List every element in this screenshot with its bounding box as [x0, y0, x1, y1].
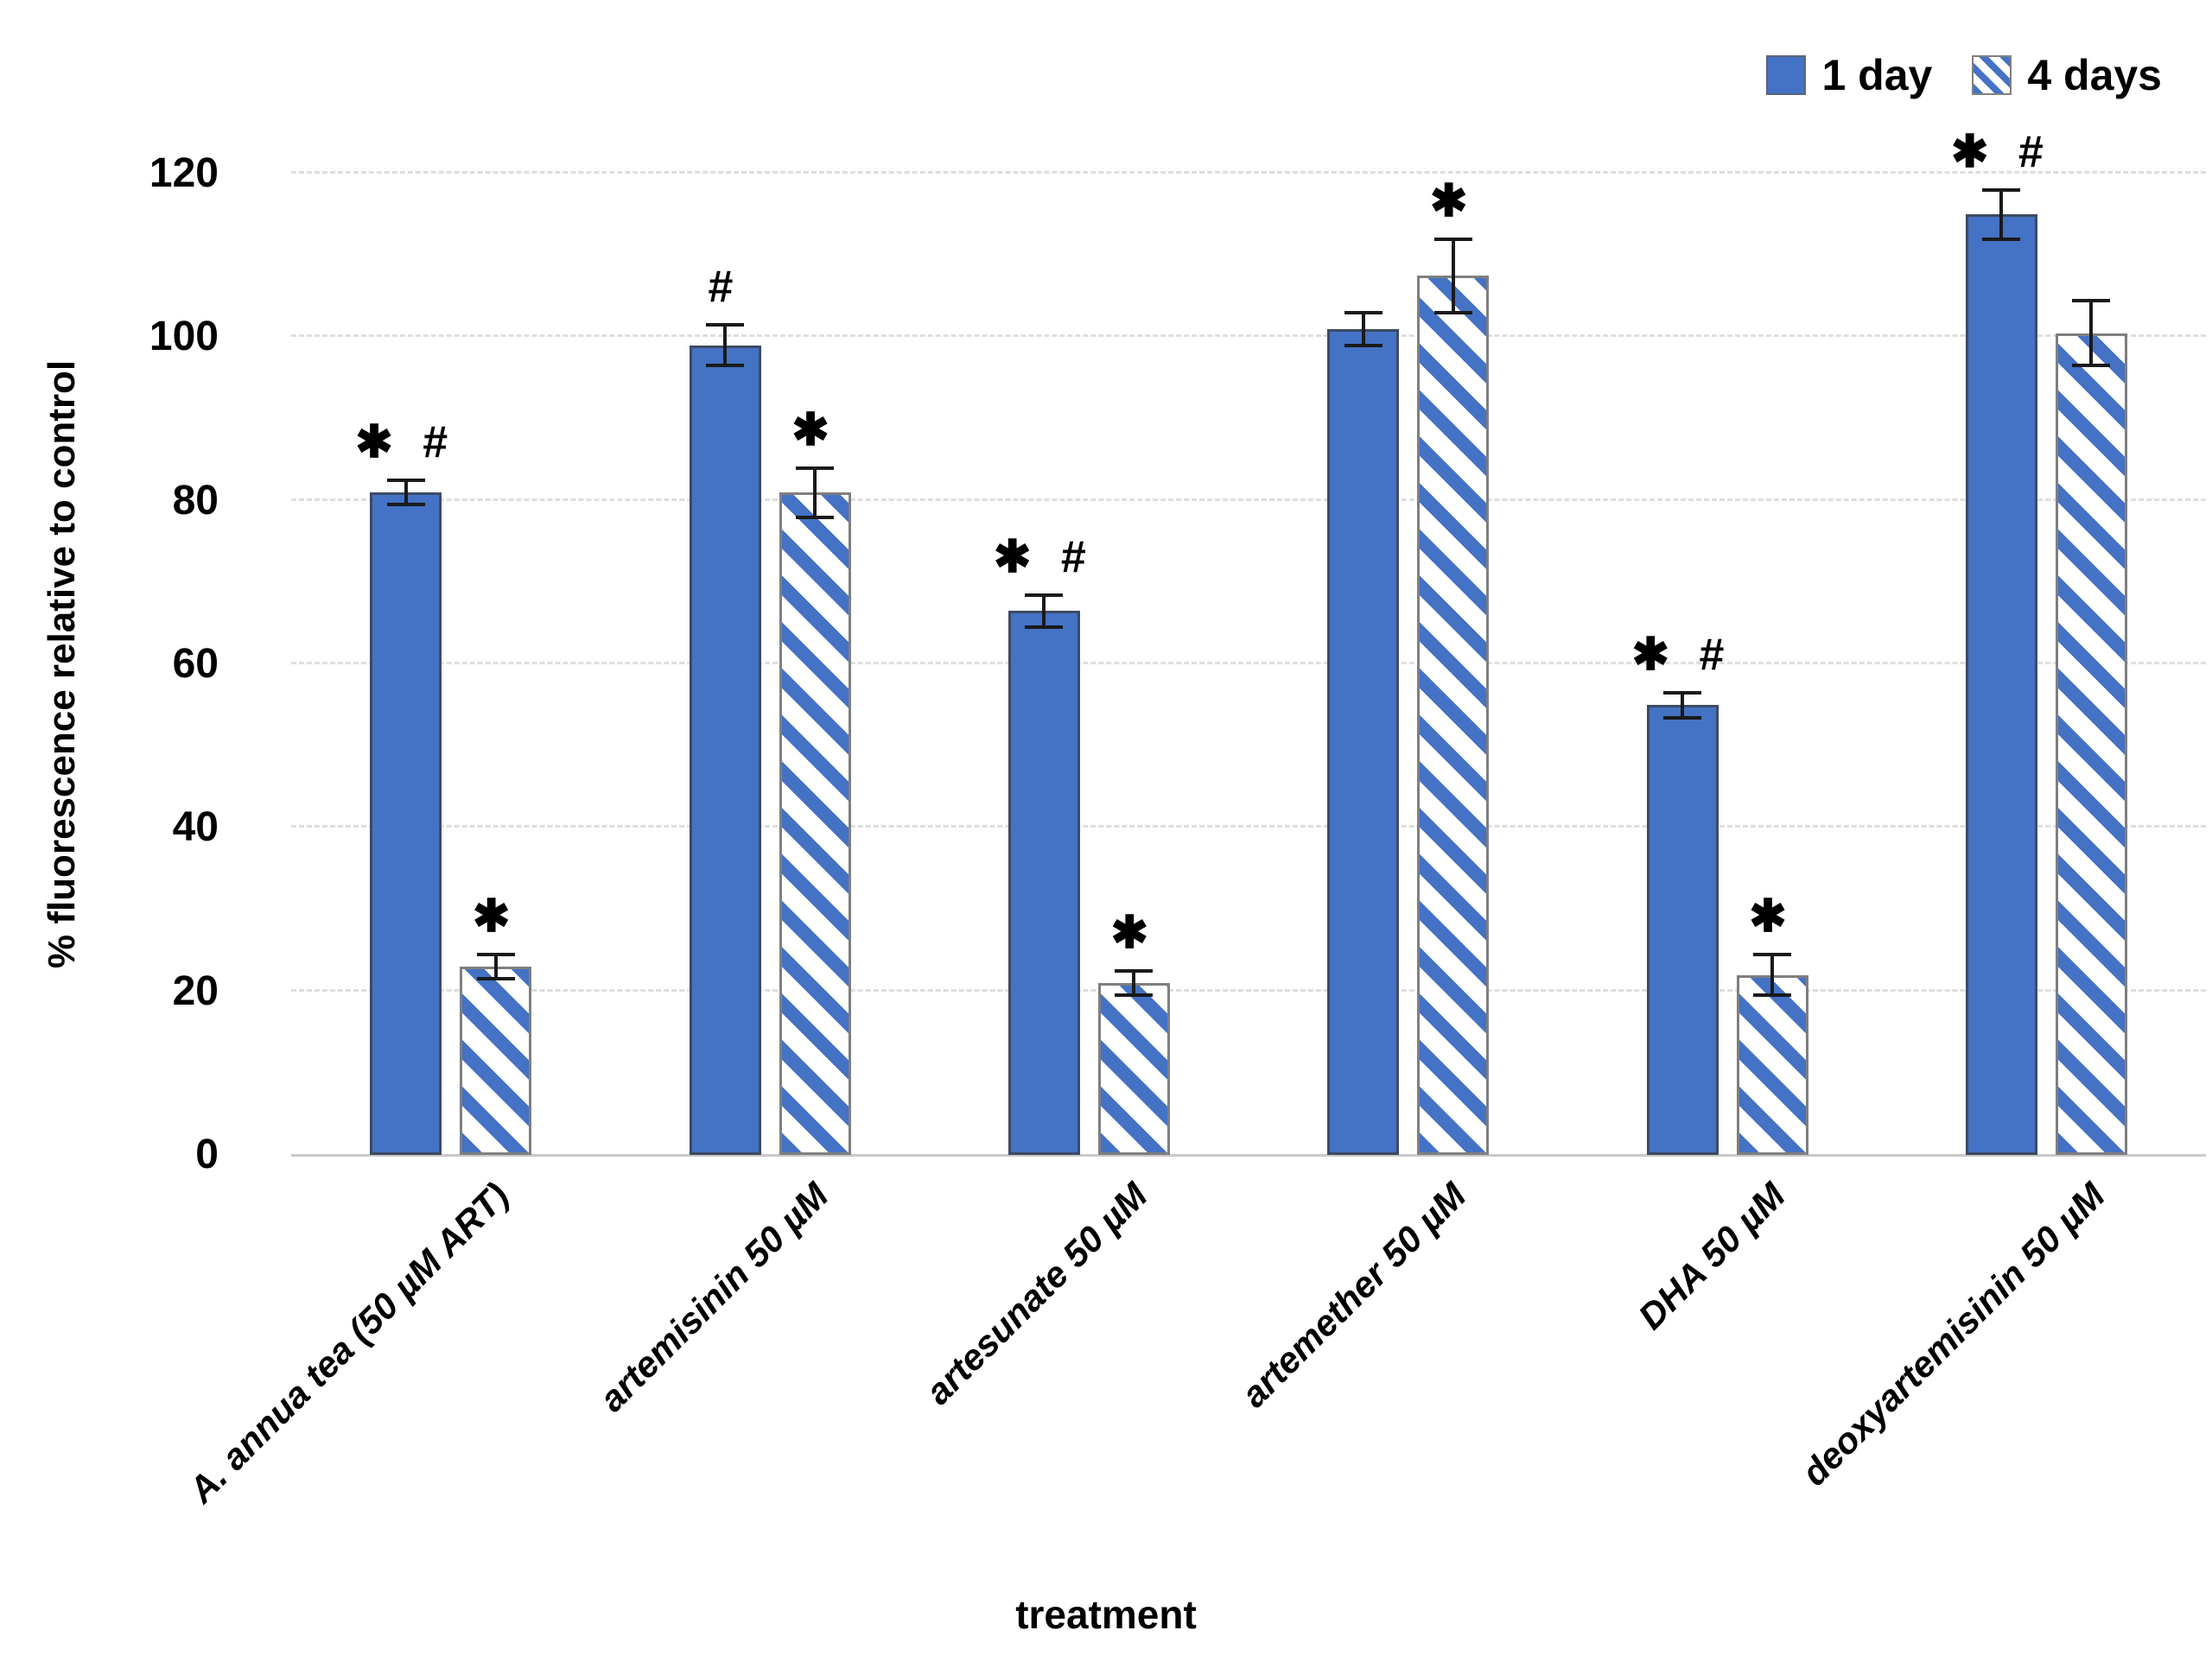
bar-annotation: ✱ # — [993, 531, 1095, 582]
error-bar-cap — [796, 515, 834, 519]
bar-annotation: ✱ — [1429, 175, 1477, 226]
bar — [1097, 983, 1170, 1155]
error-bar — [723, 325, 727, 366]
bar-annotation: ✱ — [1749, 891, 1796, 942]
error-bar-cap — [386, 503, 425, 507]
error-bar — [1770, 955, 1774, 996]
error-bar-cap — [1982, 187, 2021, 192]
bar — [779, 492, 851, 1155]
error-bar-cap — [1433, 310, 1472, 314]
error-bar-cap — [1025, 593, 1064, 597]
gridline — [291, 825, 2206, 828]
error-bar-cap — [706, 364, 744, 368]
error-bar — [1451, 238, 1455, 313]
y-tick-label: 0 — [195, 1132, 219, 1177]
plot-area: ✱ # # ✱ # ✱ # ✱ # ✱ ✱ ✱ ✱ ✱ — [291, 130, 2206, 1157]
error-bar-cap — [2072, 364, 2111, 368]
legend-item-4days: 4 days — [1972, 54, 2162, 97]
gridline — [291, 988, 2206, 992]
error-bar-cap — [1115, 993, 1154, 998]
error-bar-cap — [1433, 237, 1472, 241]
y-tick-label: 100 — [149, 314, 219, 360]
legend: 1 day 4 days — [1766, 54, 2162, 97]
error-bar-cap — [706, 323, 744, 327]
legend-label-1day: 1 day — [1821, 51, 1933, 99]
x-category-label: DHA 50 µM — [1630, 1174, 1794, 1337]
error-bar-cap — [1344, 343, 1382, 347]
bar — [460, 967, 532, 1155]
y-tick-label: 60 — [172, 641, 219, 687]
gridline — [291, 171, 2206, 174]
x-category-label: artemether 50 µM — [1233, 1174, 1474, 1416]
error-bar — [1042, 594, 1046, 628]
x-category-label: A. annua tea (50 µM ART) — [181, 1174, 517, 1511]
error-bar-cap — [1115, 969, 1154, 973]
gridline — [291, 662, 2206, 664]
bar — [1007, 611, 1080, 1155]
x-category-label: deoxyartemisinin 50 µM — [1793, 1174, 2113, 1494]
bar-annotation: ✱ — [472, 891, 519, 942]
error-bar — [1999, 189, 2004, 239]
legend-swatch-solid — [1766, 55, 1807, 95]
bar-annotation: # — [708, 262, 742, 313]
error-bar — [1132, 971, 1136, 996]
bar-annotation: ✱ # — [1631, 630, 1733, 681]
error-bar-cap — [1663, 691, 1701, 695]
legend-item-1day: 1 day — [1766, 54, 1932, 97]
legend-swatch-hatched — [1972, 55, 2012, 95]
gridline — [291, 334, 2206, 338]
bar — [689, 345, 761, 1155]
x-category-label: artemisinin 50 µM — [591, 1174, 836, 1419]
error-bar-cap — [1982, 237, 2021, 241]
bar — [1736, 974, 1808, 1155]
x-axis-title: treatment — [1015, 1592, 1197, 1637]
error-bar — [1681, 693, 1684, 718]
legend-label-4days: 4 days — [2027, 51, 2162, 99]
x-category-label: artesunate 50 µM — [917, 1174, 1155, 1412]
error-bar-cap — [476, 953, 515, 957]
error-bar-cap — [1753, 953, 1791, 957]
bar-annotation: ✱ # — [1950, 126, 2052, 177]
error-bar-cap — [1344, 310, 1382, 314]
y-tick-label: 40 — [172, 804, 219, 851]
error-bar-cap — [796, 466, 834, 470]
error-bar — [813, 467, 817, 517]
bar-annotation: ✱ # — [355, 417, 457, 467]
error-bar-cap — [476, 977, 515, 981]
y-tick-label: 20 — [172, 967, 219, 1014]
bar — [1327, 328, 1400, 1155]
gridline — [291, 498, 2206, 501]
error-bar-cap — [386, 479, 425, 482]
error-bar — [493, 955, 498, 980]
bar — [1417, 276, 1490, 1155]
error-bar — [404, 480, 408, 505]
y-tick-label: 120 — [149, 150, 219, 196]
y-tick-label: 80 — [172, 477, 219, 523]
bar-annotation: ✱ — [1110, 908, 1158, 958]
bar — [370, 492, 442, 1155]
error-bar — [2089, 300, 2094, 366]
bar-annotation: ✱ — [791, 404, 838, 455]
error-bar-cap — [1025, 625, 1064, 630]
error-bar-cap — [1663, 715, 1701, 720]
x-axis-line — [291, 1154, 2206, 1157]
error-bar-cap — [1753, 993, 1791, 998]
error-bar — [1361, 312, 1365, 346]
bar — [1646, 705, 1719, 1155]
bar — [1965, 214, 2037, 1155]
bar — [2055, 333, 2127, 1155]
error-bar-cap — [2072, 298, 2111, 302]
